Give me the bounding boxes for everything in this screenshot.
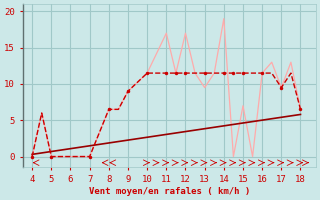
X-axis label: Vent moyen/en rafales ( km/h ): Vent moyen/en rafales ( km/h ) — [89, 187, 250, 196]
